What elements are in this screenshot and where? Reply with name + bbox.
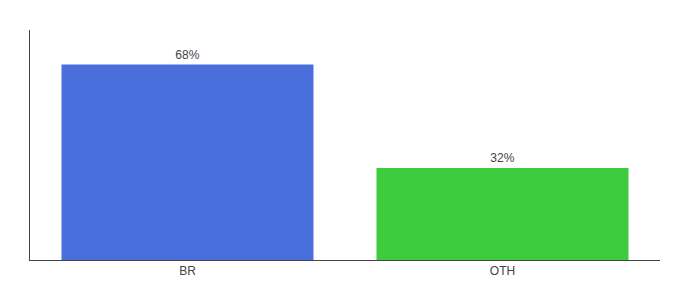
svg-text:BR: BR — [179, 264, 196, 278]
svg-text:32%: 32% — [490, 151, 514, 165]
svg-text:68%: 68% — [175, 48, 199, 62]
svg-text:OTH: OTH — [490, 264, 515, 278]
